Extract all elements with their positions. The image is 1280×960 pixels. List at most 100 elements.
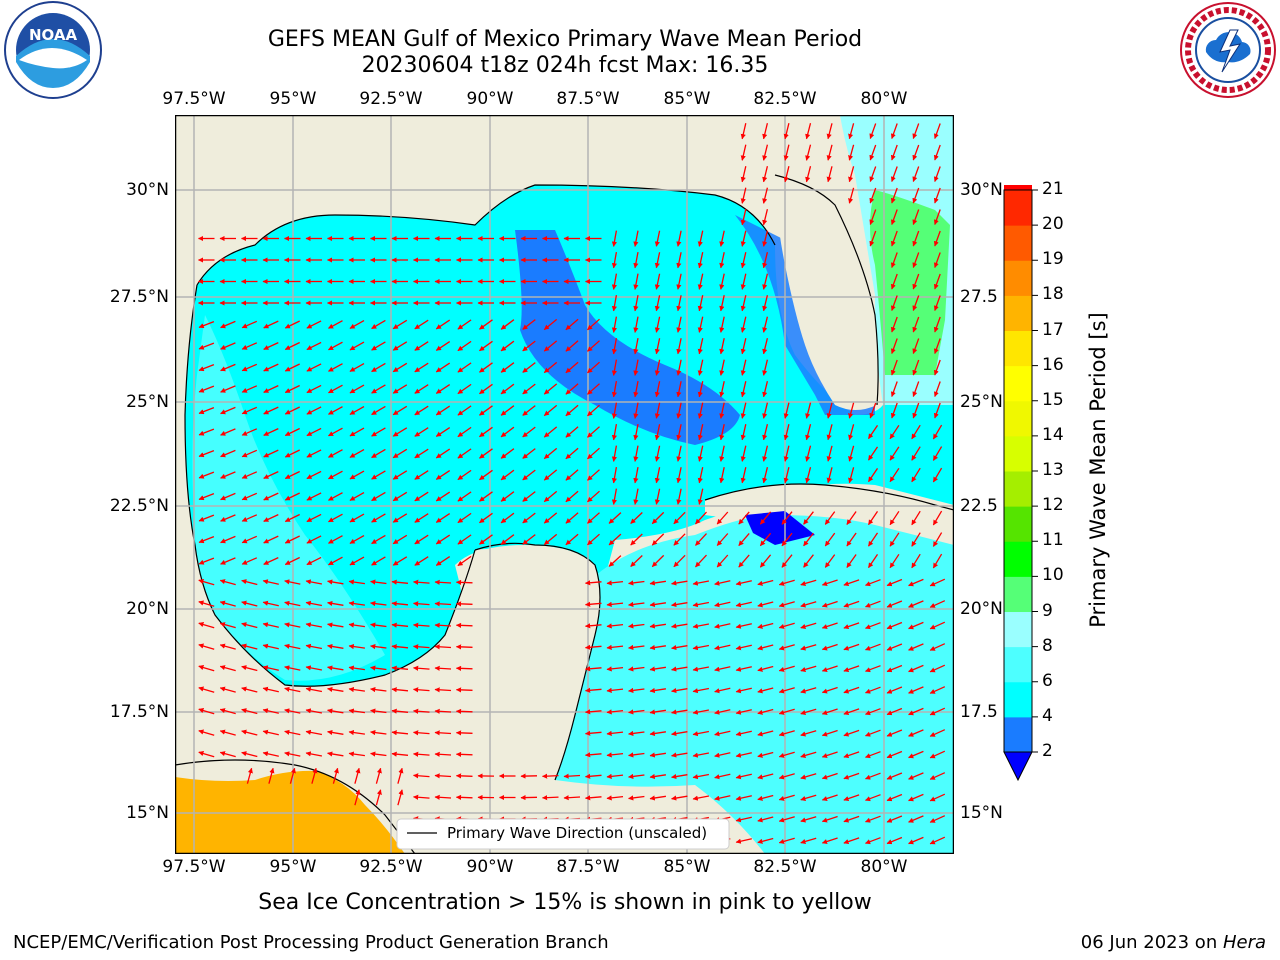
wave-direction-arrow <box>912 144 920 161</box>
wave-direction-arrow <box>886 750 903 759</box>
wave-direction-arrow <box>676 316 682 333</box>
wave-direction-arrow <box>719 424 725 441</box>
atlantic-green-patch <box>870 190 950 375</box>
wave-direction-arrow <box>908 707 924 716</box>
lon-tick-bottom: 95°W <box>269 857 317 877</box>
wave-direction-arrow <box>455 794 473 800</box>
wave-direction-arrow <box>778 601 795 608</box>
wave-direction-arrow <box>370 579 387 585</box>
coastline-central-america <box>175 759 416 854</box>
wave-direction-arrow <box>630 533 643 546</box>
colorbar-tick-label: 6 <box>1042 670 1053 691</box>
wave-direction-arrow <box>328 363 343 372</box>
wave-direction-arrow <box>889 510 900 526</box>
wave-direction-arrow <box>522 405 536 416</box>
wave-direction-arrow <box>671 666 688 672</box>
wave-direction-arrow <box>692 644 710 651</box>
colorbar-segment <box>1004 190 1032 226</box>
wave-direction-arrow <box>284 492 300 501</box>
lat-tick-right: 27.5 <box>960 287 998 307</box>
wave-direction-arrow <box>633 230 639 247</box>
wave-direction-arrow <box>633 466 639 484</box>
wave-direction-arrow <box>783 467 790 484</box>
wave-direction-arrow <box>584 795 602 801</box>
wave-direction-arrow <box>198 643 215 650</box>
colorbar-tick-label: 10 <box>1042 565 1064 586</box>
wave-direction-arrow <box>654 273 661 290</box>
wave-direction-arrow <box>929 793 946 802</box>
wave-direction-arrow <box>865 686 881 694</box>
wave-direction-arrow <box>611 402 618 419</box>
wave-direction-arrow <box>263 449 279 458</box>
wave-direction-arrow <box>867 425 879 440</box>
wave-direction-arrow <box>543 469 558 481</box>
wave-direction-arrow <box>671 795 688 801</box>
wave-direction-arrow <box>676 359 682 376</box>
wave-direction-arrow <box>781 511 793 525</box>
wave-direction-arrow <box>262 665 279 671</box>
wave-direction-arrow <box>541 795 559 801</box>
wave-direction-arrow <box>654 402 661 419</box>
wave-direction-arrow <box>673 554 686 568</box>
wave-direction-arrow <box>392 534 408 545</box>
wave-direction-arrow <box>306 492 322 501</box>
wave-direction-arrow <box>241 643 258 650</box>
wave-direction-arrow <box>371 427 386 437</box>
wave-direction-arrow <box>911 510 921 526</box>
wave-direction-arrow <box>543 383 558 395</box>
wave-direction-arrow <box>649 709 666 715</box>
wave-direction-arrow <box>719 316 725 333</box>
wave-direction-arrow <box>719 445 725 462</box>
caribbean-water <box>555 515 954 854</box>
wave-direction-arrow <box>869 166 877 182</box>
wave-direction-arrow <box>457 340 472 352</box>
wave-direction-arrow <box>220 557 236 565</box>
wave-direction-arrow <box>869 123 877 139</box>
wave-direction-arrow <box>263 342 279 350</box>
wave-direction-arrow <box>735 816 752 823</box>
wave-direction-arrow <box>500 362 515 373</box>
wave-direction-arrow <box>563 773 581 779</box>
wave-direction-arrow <box>371 362 386 373</box>
wave-direction-arrow <box>778 730 795 737</box>
wave-direction-arrow <box>762 295 769 312</box>
wave-direction-arrow <box>263 492 279 501</box>
wave-direction-arrow <box>869 402 877 419</box>
wave-direction-arrow <box>912 123 920 139</box>
wave-direction-arrow <box>805 467 812 484</box>
wave-direction-arrow <box>649 601 666 608</box>
wave-direction-arrow <box>500 383 515 395</box>
wave-direction-arrow <box>843 751 860 759</box>
wave-direction-arrow <box>697 316 704 333</box>
lat-tick-left: 20°N <box>126 599 169 619</box>
lon-tick-top: 97.5°W <box>162 89 226 109</box>
wave-direction-arrow <box>929 600 946 608</box>
wave-direction-arrow <box>371 513 386 523</box>
wave-direction-arrow <box>633 359 639 376</box>
wave-direction-arrow <box>821 708 838 716</box>
wave-direction-arrow <box>692 730 710 737</box>
wave-direction-arrow <box>719 381 725 398</box>
wave-direction-arrow <box>371 534 386 545</box>
wave-direction-arrow <box>219 708 236 715</box>
wave-direction-arrow <box>397 767 404 784</box>
lon-tick-bottom: 80°W <box>860 857 908 877</box>
wave-direction-arrow <box>848 144 855 161</box>
wave-direction-arrow <box>762 252 769 269</box>
colorbar-tick-label: 19 <box>1042 249 1064 270</box>
wave-direction-arrow <box>912 381 920 397</box>
wave-direction-arrow <box>821 665 838 673</box>
wave-direction-arrow <box>932 553 943 569</box>
wave-direction-arrow <box>457 405 472 416</box>
wave-direction-arrow <box>889 553 900 569</box>
wave-direction-arrow <box>263 535 279 544</box>
wave-direction-arrow <box>826 402 833 419</box>
wave-direction-arrow <box>649 644 666 651</box>
wave-direction-arrow <box>414 491 429 502</box>
wave-direction-arrow <box>654 252 661 269</box>
wave-direction-arrow <box>843 837 860 845</box>
wave-direction-arrow <box>735 580 752 586</box>
wave-direction-arrow <box>800 837 817 844</box>
wave-direction-arrow <box>933 252 941 268</box>
coastline <box>196 184 776 286</box>
